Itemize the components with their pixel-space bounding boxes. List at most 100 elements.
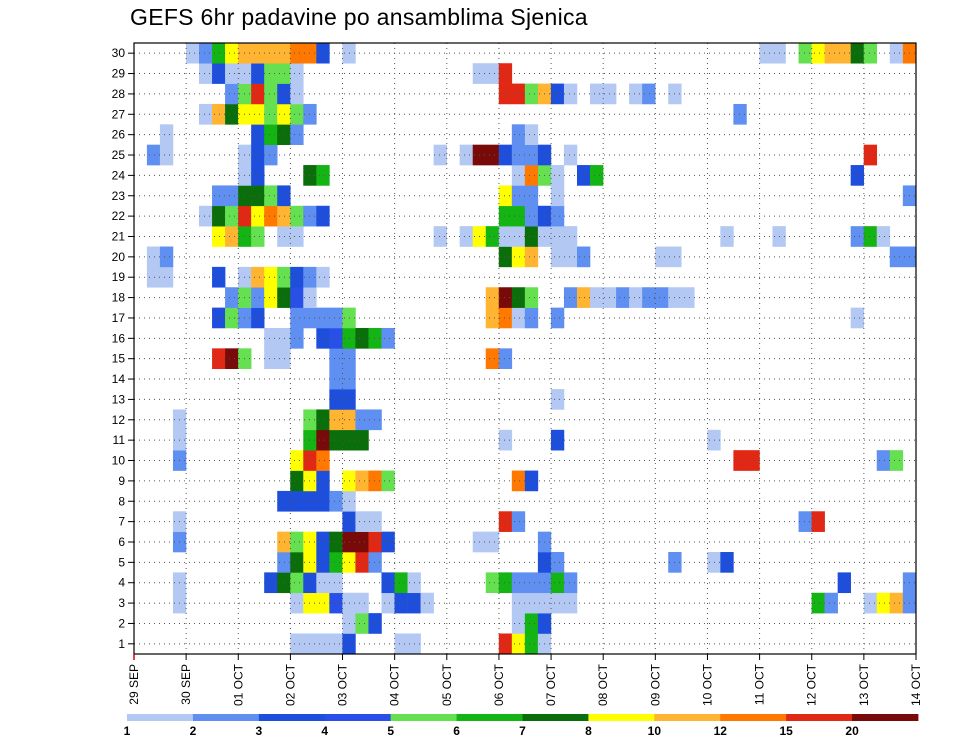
heatmap-cell — [329, 633, 343, 654]
heatmap-cell — [524, 613, 539, 634]
heatmap-cell — [629, 287, 643, 308]
heatmap-cell — [420, 592, 434, 614]
heatmap-cell — [498, 205, 513, 227]
legend-label: 15 — [779, 724, 793, 738]
heatmap-cell — [381, 572, 395, 594]
heatmap-cell — [863, 226, 878, 247]
heatmap-cell — [876, 592, 891, 614]
heatmap-cell — [524, 572, 539, 594]
heatmap-cell — [550, 226, 565, 247]
heatmap-cell — [225, 287, 239, 308]
heatmap-cell — [264, 103, 278, 125]
heatmap-cell — [290, 43, 304, 64]
heatmap-cell — [550, 83, 565, 105]
heatmap-cell — [277, 124, 291, 145]
heatmap-cell — [355, 531, 369, 553]
heatmap-cell — [511, 185, 526, 207]
heatmap-cell — [290, 124, 304, 145]
heatmap-cell — [498, 185, 513, 207]
y-tick-label: 1 — [118, 637, 125, 651]
legend-swatch — [522, 714, 589, 721]
heatmap-cell — [355, 613, 369, 634]
legend-label: 6 — [453, 724, 460, 738]
heatmap-cell — [394, 572, 408, 594]
heatmap-cell — [212, 185, 226, 207]
heatmap-cell — [199, 63, 213, 84]
heatmap-cell — [212, 348, 226, 370]
heatmap-cell — [264, 348, 278, 370]
heatmap-cell — [212, 307, 226, 329]
heatmap-cell — [511, 226, 526, 247]
heatmap-cell — [863, 43, 878, 64]
heatmap-cell — [550, 592, 565, 614]
heatmap-cell — [329, 307, 343, 329]
heatmap-cell — [212, 63, 226, 84]
heatmap-cell — [811, 592, 825, 614]
y-tick-label: 20 — [112, 250, 126, 264]
legend-swatch — [852, 714, 919, 721]
heatmap-cell — [290, 633, 304, 654]
heatmap-cell — [316, 470, 330, 492]
heatmap-cell — [355, 327, 369, 349]
heatmap-cell — [316, 490, 330, 512]
heatmap-cell — [459, 144, 474, 166]
heatmap-cell — [576, 246, 591, 268]
heatmap-cell — [381, 327, 395, 349]
heatmap-cell — [159, 246, 174, 268]
heatmap-cell — [524, 226, 539, 247]
heatmap-cell — [876, 226, 891, 247]
y-tick-label: 27 — [112, 107, 126, 121]
heatmap-cell — [511, 572, 526, 594]
x-tick-label: 11 OCT — [753, 663, 767, 705]
x-tick-label: 09 OCT — [648, 663, 662, 706]
heatmap-cell — [277, 63, 291, 84]
legend-swatch — [654, 714, 721, 721]
heatmap-cell — [316, 429, 330, 451]
x-tick-label: 02 OCT — [283, 663, 297, 706]
heatmap-cell — [511, 511, 526, 532]
heatmap-cell — [159, 124, 174, 145]
heatmap-cell — [394, 633, 408, 654]
heatmap-cell — [642, 83, 656, 105]
y-tick-label: 26 — [112, 128, 126, 142]
heatmap-cells — [146, 43, 916, 654]
heatmap-cell — [642, 287, 656, 308]
heatmap-cell — [264, 124, 278, 145]
heatmap-cell — [863, 144, 878, 166]
heatmap-cell — [381, 470, 395, 492]
heatmap-cell — [277, 266, 291, 288]
heatmap-cell — [316, 409, 330, 431]
legend-label: 5 — [387, 724, 394, 738]
heatmap-cell — [225, 205, 239, 227]
y-tick-label: 6 — [118, 535, 125, 549]
legend-swatch — [456, 714, 523, 721]
heatmap-cell — [251, 83, 265, 105]
heatmap-cell — [511, 246, 526, 268]
heatmap-cell — [498, 511, 513, 532]
heatmap-cell — [759, 43, 773, 64]
heatmap-cell — [251, 307, 265, 329]
plot-frame — [133, 42, 917, 655]
heatmap-cell — [290, 226, 304, 247]
heatmap-cell — [368, 552, 382, 573]
y-tick-label: 12 — [112, 413, 126, 427]
chart-title: GEFS 6hr padavine po ansamblima Sjenica — [130, 4, 588, 30]
heatmap-cell — [746, 450, 760, 471]
heatmap-cell — [329, 552, 343, 573]
heatmap-cell — [290, 327, 304, 349]
heatmap-cell — [368, 531, 382, 553]
heatmap-cell — [511, 165, 526, 186]
x-tick-label: 05 OCT — [440, 663, 454, 706]
x-tick-label: 14 OCT — [909, 663, 923, 706]
heatmap-cell — [199, 103, 213, 125]
heatmap-cell — [251, 287, 265, 308]
heatmap-cell — [146, 266, 161, 288]
y-tick-label: 21 — [112, 229, 126, 243]
heatmap-cell — [629, 83, 643, 105]
heatmap-cell — [498, 633, 513, 654]
heatmap-cell — [185, 43, 200, 64]
y-tick-label: 25 — [112, 148, 126, 162]
heatmap-cell — [707, 552, 721, 573]
y-tick-label: 22 — [112, 209, 126, 223]
heatmap-cell — [511, 124, 526, 145]
